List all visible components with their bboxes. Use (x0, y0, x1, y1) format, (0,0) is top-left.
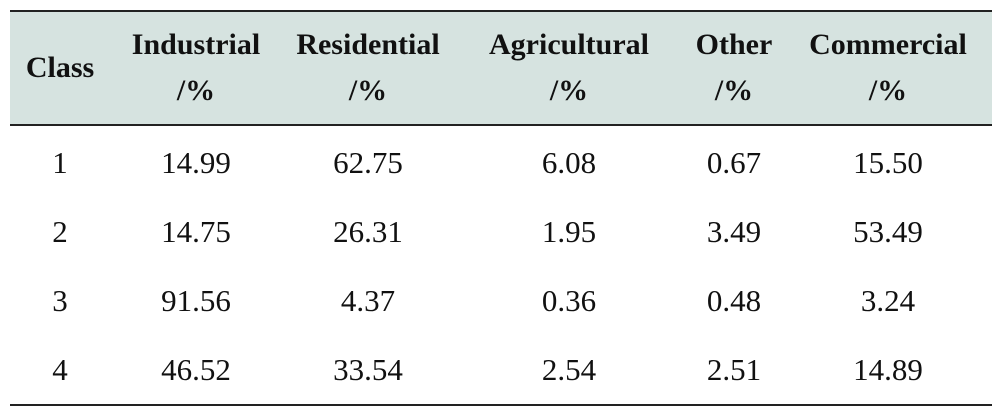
header-residential-label: Residential (296, 28, 440, 61)
header-commercial: Commercial /% (784, 11, 992, 125)
header-other-unit: /% (714, 74, 754, 107)
cell-industrial: 14.75 (161, 213, 231, 249)
header-agricultural-label: Agricultural (489, 28, 649, 61)
table-body: 1 14.99 62.75 6.08 0.67 15.50 2 14.75 26… (10, 125, 992, 405)
table-header: Class Industrial /% Residential /% Agric… (10, 11, 992, 125)
header-class-label: Class (25, 51, 95, 84)
land-use-class-table: Class Industrial /% Residential /% Agric… (10, 10, 992, 406)
cell-residential: 26.31 (333, 213, 403, 249)
header-industrial-label: Industrial (131, 28, 261, 61)
table-row: 4 46.52 33.54 2.54 2.51 14.89 (10, 335, 992, 405)
header-commercial-label: Commercial (809, 28, 967, 61)
cell-commercial: 3.24 (860, 282, 916, 318)
table-row: 3 91.56 4.37 0.36 0.48 3.24 (10, 266, 992, 335)
header-row: Class Industrial /% Residential /% Agric… (10, 11, 992, 125)
cell-other: 3.49 (706, 213, 762, 249)
header-class: Class (10, 11, 110, 125)
cell-other: 2.51 (706, 351, 762, 387)
cell-residential: 4.37 (340, 282, 396, 318)
cell-residential: 62.75 (333, 144, 403, 180)
cell-other: 0.48 (706, 282, 762, 318)
table-row: 1 14.99 62.75 6.08 0.67 15.50 (10, 125, 992, 197)
cell-class: 2 (52, 213, 68, 249)
header-agricultural-unit: /% (549, 74, 589, 107)
cell-commercial: 14.89 (853, 351, 923, 387)
header-industrial-unit: /% (176, 74, 216, 107)
cell-residential: 33.54 (333, 351, 403, 387)
cell-agricultural: 1.95 (541, 213, 597, 249)
header-industrial: Industrial /% (110, 11, 282, 125)
cell-industrial: 46.52 (161, 351, 231, 387)
cell-industrial: 91.56 (161, 282, 231, 318)
header-commercial-unit: /% (868, 74, 908, 107)
cell-class: 1 (52, 144, 68, 180)
cell-industrial: 14.99 (161, 144, 231, 180)
header-other: Other /% (684, 11, 784, 125)
cell-commercial: 53.49 (853, 213, 923, 249)
cell-commercial: 15.50 (853, 144, 923, 180)
header-agricultural: Agricultural /% (454, 11, 684, 125)
table-row: 2 14.75 26.31 1.95 3.49 53.49 (10, 197, 992, 266)
cell-agricultural: 2.54 (541, 351, 597, 387)
cell-agricultural: 0.36 (541, 282, 597, 318)
header-residential: Residential /% (282, 11, 454, 125)
cell-other: 0.67 (706, 144, 762, 180)
cell-agricultural: 6.08 (541, 144, 597, 180)
cell-class: 4 (52, 351, 68, 387)
data-table-container: Class Industrial /% Residential /% Agric… (10, 10, 992, 406)
header-residential-unit: /% (348, 74, 388, 107)
header-other-label: Other (695, 28, 773, 61)
cell-class: 3 (52, 282, 68, 318)
